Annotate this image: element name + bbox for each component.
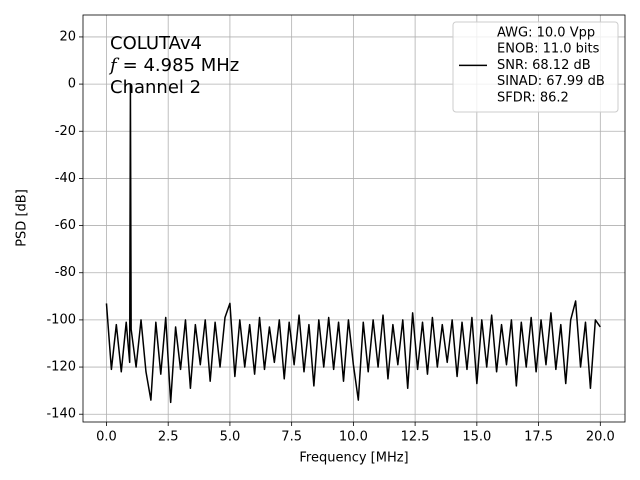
annotation-text: = 4.985 MHz xyxy=(123,55,240,76)
y-tick-label: -60 xyxy=(55,218,76,233)
annotation: f = 4.985 MHz xyxy=(108,55,239,76)
annotation: COLUTAv4 xyxy=(110,33,202,54)
x-tick-label: 7.5 xyxy=(281,430,302,445)
legend-label: ENOB: 11.0 bits xyxy=(497,42,600,57)
legend-box xyxy=(452,21,619,113)
y-tick-label: -100 xyxy=(46,312,76,327)
x-tick-label: 20.0 xyxy=(586,430,615,445)
x-tick-label: 2.5 xyxy=(158,430,179,445)
x-tick-label: 0.0 xyxy=(96,430,117,445)
legend-label: AWG: 10.0 Vpp xyxy=(497,26,595,41)
y-tick-label: 20 xyxy=(59,29,76,44)
x-tick-label: 5.0 xyxy=(220,430,241,445)
y-tick-label: -140 xyxy=(46,407,76,422)
annotation: Channel 2 xyxy=(110,77,201,98)
axes-frame xyxy=(82,14,626,423)
x-tick-label: 12.5 xyxy=(401,430,430,445)
y-axis-label: PSD [dB] xyxy=(15,189,30,247)
x-axis-label: Frequency [MHz] xyxy=(299,451,408,466)
y-tick-label: -80 xyxy=(55,265,76,280)
y-tick-label: -40 xyxy=(55,171,76,186)
y-tick-label: -120 xyxy=(46,360,76,375)
legend-label: SNR: 68.12 dB xyxy=(497,58,591,73)
legend-label: SFDR: 86.2 xyxy=(497,90,569,105)
y-tick-label: -20 xyxy=(55,124,76,139)
legend-label: SINAD: 67.99 dB xyxy=(497,74,605,89)
x-tick-label: 15.0 xyxy=(462,430,491,445)
data-line xyxy=(105,83,601,404)
y-tick-label: 0 xyxy=(68,77,76,92)
x-tick-label: 10.0 xyxy=(339,430,368,445)
x-tick-label: 17.5 xyxy=(524,430,553,445)
